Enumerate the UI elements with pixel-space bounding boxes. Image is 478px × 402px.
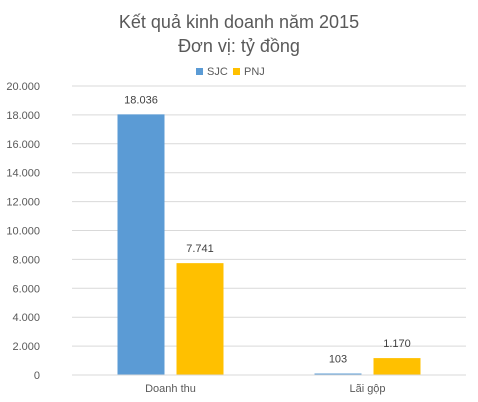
chart-title: Kết quả kinh doanh năm 2015 bbox=[119, 12, 359, 32]
bar-sjc-0 bbox=[117, 114, 165, 376]
x-category-label: Doanh thu bbox=[145, 383, 196, 395]
bar-pnj-1 bbox=[373, 358, 421, 375]
y-tick-label: 2.000 bbox=[12, 341, 40, 353]
y-tick-label: 16.000 bbox=[6, 139, 40, 151]
y-tick-label: 18.000 bbox=[6, 110, 40, 122]
data-label: 18.036 bbox=[124, 94, 158, 106]
y-axis-ticks: 0 2.000 4.000 6.000 8.000 10.000 12.000 14.000 1… bbox=[6, 81, 40, 382]
data-label: 103 bbox=[329, 354, 347, 366]
data-label: 7.741 bbox=[186, 243, 214, 255]
legend-swatch-pnj bbox=[233, 68, 240, 75]
legend: SJC PNJ bbox=[196, 66, 265, 78]
y-tick-label: 14.000 bbox=[6, 168, 40, 180]
y-tick-label: 4.000 bbox=[12, 312, 40, 324]
y-tick-label: 20.000 bbox=[6, 81, 40, 93]
bars bbox=[117, 114, 421, 376]
bar-sjc-1 bbox=[314, 373, 362, 375]
bar-pnj-0 bbox=[176, 263, 224, 375]
legend-swatch-sjc bbox=[196, 68, 203, 75]
y-tick-label: 12.000 bbox=[6, 197, 40, 209]
y-tick-label: 8.000 bbox=[12, 254, 40, 266]
y-tick-label: 6.000 bbox=[12, 283, 40, 295]
chart-subtitle: Đơn vị: tỷ đồng bbox=[178, 36, 300, 56]
category-labels: Doanh thu Lãi gộp bbox=[145, 383, 385, 395]
legend-label-pnj: PNJ bbox=[244, 66, 265, 78]
x-category-label: Lãi gộp bbox=[349, 383, 385, 395]
data-labels: 18.036 7.741 103 1.170 bbox=[124, 94, 411, 365]
data-label: 1.170 bbox=[383, 338, 411, 350]
legend-label-sjc: SJC bbox=[207, 66, 228, 78]
y-tick-label: 10.000 bbox=[6, 226, 40, 238]
y-tick-label: 0 bbox=[34, 370, 40, 382]
